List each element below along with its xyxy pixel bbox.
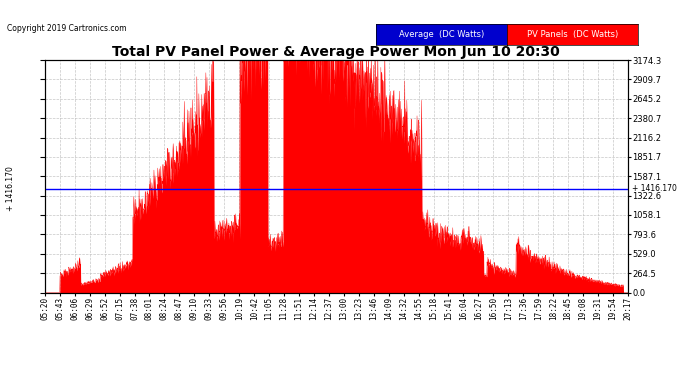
Text: + 1416.170: + 1416.170 [6, 166, 14, 211]
Title: Total PV Panel Power & Average Power Mon Jun 10 20:30: Total PV Panel Power & Average Power Mon… [112, 45, 560, 59]
Text: Copyright 2019 Cartronics.com: Copyright 2019 Cartronics.com [7, 24, 126, 33]
Text: Average  (DC Watts): Average (DC Watts) [399, 30, 484, 39]
Text: + 1416.170: + 1416.170 [632, 184, 677, 193]
Text: PV Panels  (DC Watts): PV Panels (DC Watts) [527, 30, 618, 39]
